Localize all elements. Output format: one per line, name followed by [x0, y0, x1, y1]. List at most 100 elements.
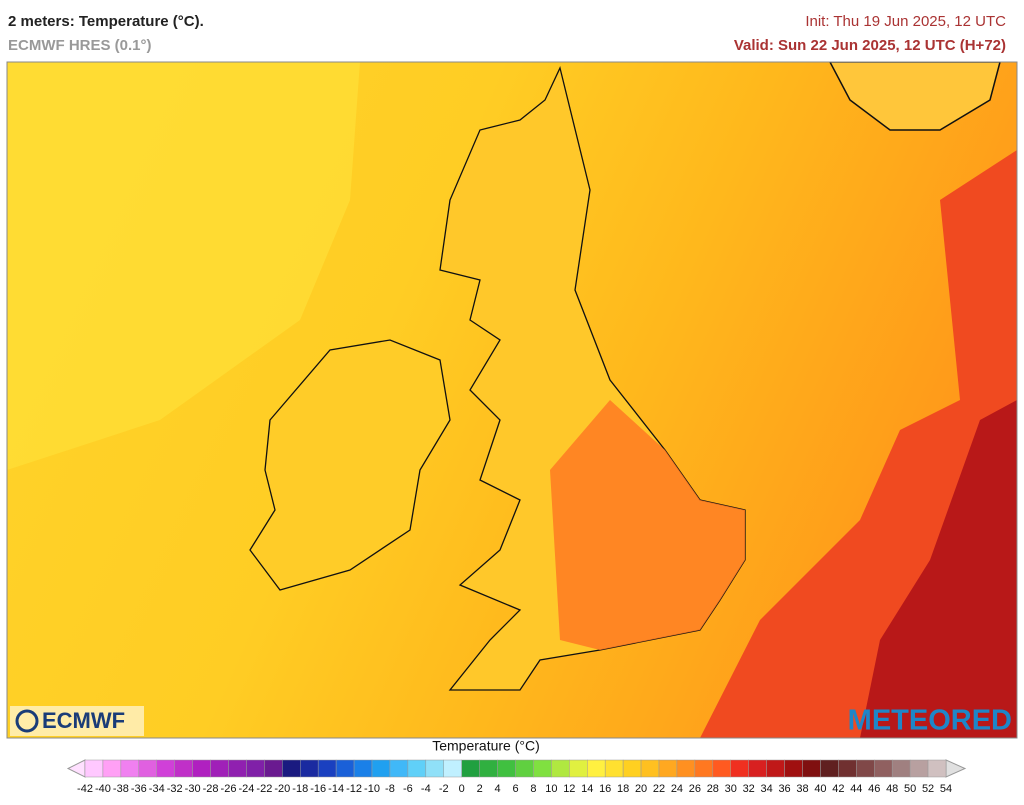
colorbar-box	[371, 759, 391, 778]
colorbar-box	[120, 759, 140, 778]
colorbar-box	[84, 759, 104, 778]
colorbar-box	[174, 759, 193, 778]
colorbar-box	[909, 759, 929, 778]
colorbar-box	[802, 759, 821, 778]
colorbar-box	[748, 759, 767, 778]
colorbar-box	[820, 759, 839, 778]
colorbar-box	[604, 759, 624, 778]
colorbar-tick-label: 26	[689, 783, 701, 795]
map: ECMWF METEORED	[6, 61, 1018, 739]
colorbar-box	[569, 759, 588, 778]
colorbar-tick-label: 4	[495, 783, 501, 795]
warm-england	[550, 400, 745, 650]
colorbar-tick-label: 16	[599, 783, 611, 795]
map-title: 2 meters: Temperature (°C).	[8, 13, 204, 30]
colorbar-tick-label: 18	[617, 783, 629, 795]
colorbar-box	[730, 759, 749, 778]
colorbar-tick-label: -24	[238, 783, 254, 795]
colorbar-tick-label: -32	[167, 783, 183, 795]
colorbar-box	[317, 759, 337, 778]
colorbar-tick-label: 44	[850, 783, 862, 795]
colorbar-box	[335, 759, 355, 778]
colorbar-box	[515, 759, 534, 778]
colorbar-box	[927, 759, 947, 778]
colorbar-box	[461, 759, 480, 778]
ecmwf-logo: ECMWF	[42, 708, 125, 733]
colorbar-box	[443, 759, 462, 778]
colorbar-box	[874, 759, 893, 778]
colorbar-tick-label: 50	[904, 783, 916, 795]
colorbar-box	[246, 759, 265, 778]
colorbar-tick-label: -8	[385, 783, 395, 795]
colorbar-tick-label: 24	[671, 783, 683, 795]
colorbar-tick-label: 6	[512, 783, 518, 795]
map-frame	[6, 61, 1018, 739]
colorbar-box	[640, 759, 660, 778]
very-hot-region	[860, 400, 1017, 738]
colorbar-tick-label: 40	[814, 783, 826, 795]
colorbar: -42 -40 -38 -36 -34 -32 -30 -28 -26 -24 -22 -20 -18-…	[66, 759, 967, 795]
colorbar-under	[66, 759, 86, 778]
colorbar-box	[838, 759, 857, 778]
colorbar-box	[353, 759, 373, 778]
colorbar-tick-label: -4	[421, 783, 431, 795]
colorbar-tick-label: -38	[113, 783, 129, 795]
colorbar-tick-label: 32	[743, 783, 755, 795]
colorbar-box	[712, 759, 731, 778]
colorbar-box	[694, 759, 714, 778]
colorbar-tick-label: -22	[256, 783, 272, 795]
colorbar-tick-label: 10	[545, 783, 557, 795]
colorbar-tick-label: -12	[346, 783, 362, 795]
colorbar-tick-label: -42	[77, 783, 93, 795]
colorbar-box	[407, 759, 427, 778]
colorbar-tick-label: -10	[364, 783, 380, 795]
colorbar-tick-label: -2	[439, 783, 449, 795]
colorbar-tick-label: -18	[292, 783, 308, 795]
colorbar-box	[622, 759, 642, 778]
colorbar-tick-label: -36	[131, 783, 147, 795]
colorbar-tick-label: 54	[940, 783, 952, 795]
colorbar-tick-label: 12	[563, 783, 575, 795]
colorbar-tick-label: -28	[203, 783, 219, 795]
legend-title: Temperature (°C)	[432, 738, 540, 754]
colorbar-tick-label: 22	[653, 783, 665, 795]
valid-time: Valid: Sun 22 Jun 2025, 12 UTC (H+72)	[734, 37, 1006, 54]
colorbar-box	[891, 759, 911, 778]
colorbar-tick-label: -16	[310, 783, 326, 795]
colorbar-tick-label: 2	[477, 783, 483, 795]
colorbar-tick-label: 20	[635, 783, 647, 795]
colorbar-box	[282, 759, 301, 778]
colorbar-box	[533, 759, 552, 778]
colorbar-box	[389, 759, 409, 778]
colorbar-over	[945, 759, 967, 778]
norway-coast	[829, 62, 1001, 131]
colorbar-tick-label: -20	[274, 783, 290, 795]
colorbar-box	[156, 759, 175, 778]
ireland	[249, 339, 451, 591]
colorbar-tick-label: 34	[761, 783, 773, 795]
colorbar-tick-label: -40	[95, 783, 111, 795]
colorbar-box	[425, 759, 444, 778]
colorbar-box	[300, 759, 319, 778]
model-name: ECMWF HRES (0.1°)	[8, 37, 152, 54]
colorbar-box	[856, 759, 875, 778]
colorbar-box	[479, 759, 498, 778]
colorbar-box	[658, 759, 678, 778]
colorbar-box	[766, 759, 785, 778]
colorbar-tick-label: -26	[221, 783, 237, 795]
colorbar-tick-label: 52	[922, 783, 934, 795]
colorbar-tick-label: -14	[328, 783, 344, 795]
colorbar-box	[210, 759, 229, 778]
colorbar-tick-label: 42	[832, 783, 844, 795]
colorbar-tick-label: 46	[868, 783, 880, 795]
colorbar-tick-label: 0	[459, 783, 465, 795]
colorbar-box	[784, 759, 803, 778]
ecmwf-icon	[15, 709, 39, 733]
colorbar-box	[264, 759, 283, 778]
colorbar-box	[228, 759, 247, 778]
colorbar-tick-label: 36	[778, 783, 790, 795]
colorbar-box	[497, 759, 516, 778]
init-time: Init: Thu 19 Jun 2025, 12 UTC	[805, 13, 1006, 30]
colorbar-box	[551, 759, 570, 778]
